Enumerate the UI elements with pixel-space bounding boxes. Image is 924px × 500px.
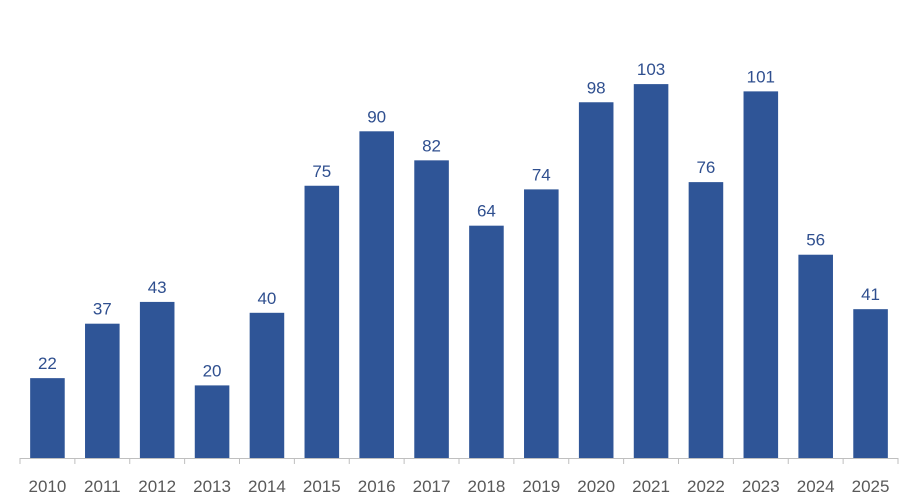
- bars-group: [30, 84, 888, 459]
- data-label-2022: 76: [696, 158, 715, 177]
- bar-2022: [688, 182, 724, 458]
- bar-2019: [524, 189, 559, 458]
- x-tick-label-2022: 2022: [687, 477, 725, 496]
- bar-2025: [853, 309, 888, 458]
- bar-2024: [798, 254, 833, 458]
- bar-2018: [469, 225, 504, 458]
- x-tick-label-2017: 2017: [413, 477, 451, 496]
- x-tick-label-2014: 2014: [248, 477, 286, 496]
- data-label-2014: 40: [257, 289, 276, 308]
- data-label-2016: 90: [367, 107, 386, 126]
- data-label-2019: 74: [532, 165, 551, 184]
- data-label-2020: 98: [587, 78, 606, 97]
- bar-2017: [414, 160, 449, 458]
- data-label-2013: 20: [203, 361, 222, 380]
- bar-2012: [139, 301, 175, 458]
- x-tick-label-2012: 2012: [138, 477, 176, 496]
- data-label-2018: 64: [477, 202, 496, 221]
- data-label-2017: 82: [422, 136, 441, 155]
- bar-2016: [359, 131, 394, 459]
- data-label-2025: 41: [861, 285, 880, 304]
- x-tick-label-2023: 2023: [742, 477, 780, 496]
- data-label-2012: 43: [148, 278, 167, 297]
- bar-2013: [194, 385, 230, 458]
- x-tick-label-2015: 2015: [303, 477, 341, 496]
- data-label-2024: 56: [806, 231, 825, 250]
- x-tick-label-2025: 2025: [852, 477, 890, 496]
- bar-2020: [578, 102, 614, 458]
- data-label-2015: 75: [312, 162, 331, 181]
- x-tick-label-2024: 2024: [797, 477, 835, 496]
- data-label-2023: 101: [747, 67, 775, 86]
- bar-2021: [633, 84, 669, 459]
- bar-2011: [85, 323, 120, 458]
- x-tick-label-2016: 2016: [358, 477, 396, 496]
- x-tick-label-2018: 2018: [468, 477, 506, 496]
- bar-2014: [249, 312, 285, 458]
- x-axis: [19, 458, 899, 464]
- x-tick-label-2011: 2011: [84, 477, 121, 496]
- data-label-2021: 103: [637, 60, 665, 79]
- bar-2010: [30, 378, 65, 458]
- bar-2015: [304, 185, 340, 458]
- x-tick-label-2021: 2021: [632, 477, 670, 496]
- x-tick-label-2013: 2013: [193, 477, 231, 496]
- bar-2023: [743, 91, 779, 459]
- x-tick-labels-group: 2010 2011 2012 2013 2014 2015 2016 2017 2018 2019…: [29, 477, 890, 496]
- data-label-2010: 22: [38, 354, 57, 373]
- x-tick-label-2020: 2020: [577, 477, 615, 496]
- data-label-2011: 37: [93, 300, 112, 319]
- x-tick-label-2019: 2019: [522, 477, 560, 496]
- data-labels-group: 22 37 43 20 40 75 90 82 64 74 98 103 76 101 56 41: [38, 60, 880, 380]
- x-tick-label-2010: 2010: [29, 477, 67, 496]
